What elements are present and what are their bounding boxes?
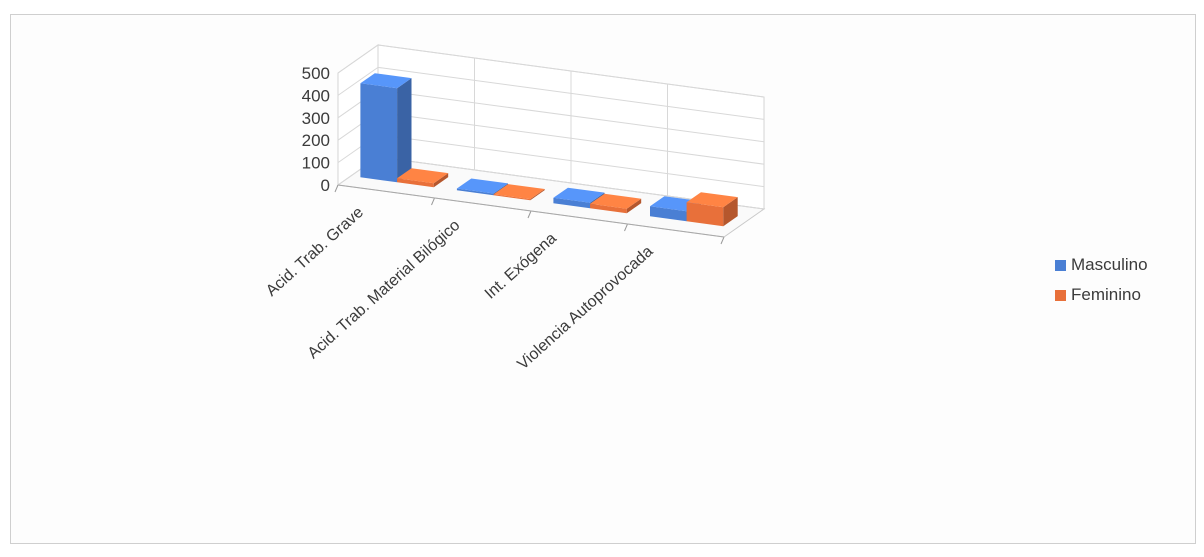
bar-series [360, 73, 738, 227]
x-tick-label: Acid. Trab. Grave [263, 204, 367, 300]
x-tick [431, 197, 435, 206]
bar-top-face [360, 73, 412, 89]
bar-top-face [686, 192, 738, 208]
gridline [337, 66, 765, 120]
bar-top-face [493, 184, 545, 200]
bar-side-face [626, 198, 642, 214]
bar-front-face [456, 188, 494, 196]
bar-side-face [433, 173, 449, 188]
legend-label-masculino: Masculino [1071, 255, 1148, 274]
bar-side-face [397, 78, 412, 183]
bar[interactable] [493, 184, 545, 201]
bar-front-face [686, 202, 724, 227]
y-tick-label: 300 [302, 109, 330, 128]
legend-label-feminino: Feminino [1071, 285, 1141, 304]
x-tick [624, 223, 628, 232]
bar-top-face [397, 168, 449, 184]
bar[interactable] [360, 73, 412, 183]
x-tick [334, 184, 339, 193]
x-axis-line [337, 184, 725, 238]
legend-swatch-feminino [1055, 289, 1066, 301]
bar-top-face [553, 187, 605, 203]
bar-side-face [530, 189, 545, 201]
bar[interactable] [686, 192, 738, 227]
bar-front-face [553, 197, 591, 209]
y-tick-label: 200 [302, 131, 330, 150]
y-tick-label: 0 [321, 176, 330, 195]
y-axis-tick-labels: 0 100 200 300 400 500 [302, 64, 330, 195]
x-tick-label: Int. Exógena [482, 230, 560, 303]
bar-top-face [456, 178, 508, 194]
legend-swatch-masculino [1055, 259, 1066, 271]
y-tick-label: 100 [302, 154, 330, 173]
bar-front-face [493, 194, 531, 201]
bar-front-face [650, 206, 687, 222]
legend: Masculino Feminino [1055, 255, 1148, 315]
legend-item-feminino[interactable]: Feminino [1055, 285, 1148, 305]
x-tick [720, 236, 725, 245]
bar[interactable] [397, 168, 449, 188]
bar[interactable] [590, 193, 642, 214]
bar-front-face [360, 83, 398, 183]
y-tick-label: 500 [302, 64, 330, 83]
bar-front-face [397, 178, 434, 188]
x-tick [527, 210, 532, 219]
bar-front-face [590, 203, 627, 214]
bar-side-face [723, 197, 738, 227]
legend-item-masculino[interactable]: Masculino [1055, 255, 1148, 275]
y-tick-label: 400 [302, 86, 330, 105]
gridline [337, 44, 765, 98]
bar-top-face [590, 193, 642, 209]
